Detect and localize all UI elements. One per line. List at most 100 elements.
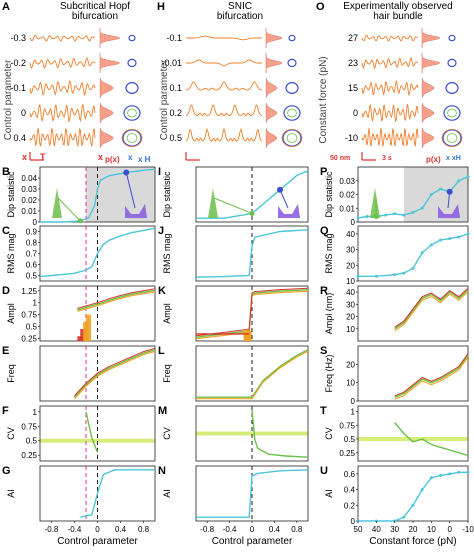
x-tick-label: 0: [250, 525, 255, 534]
ts-row-label: 23: [348, 58, 358, 68]
series-line-red: [195, 287, 309, 337]
data-point: [457, 470, 461, 474]
phase-portrait-inner: [446, 133, 458, 143]
y-tick-label: 0.6: [26, 261, 38, 270]
panel-ylabel: RMS mag: [6, 233, 16, 273]
x-tick-label: 0.4: [269, 525, 281, 534]
data-point: [429, 476, 433, 480]
col2-ts-ylabel: Control parameter: [159, 59, 170, 140]
series-line-orange: [394, 356, 469, 400]
ampl-bar: [243, 330, 252, 341]
phase-portrait: [125, 81, 139, 94]
series-line-orange: [74, 350, 156, 400]
pdf-histogram: [99, 28, 121, 48]
phase-portrait: [122, 129, 142, 147]
y-tick-label: 0: [351, 397, 356, 406]
y-tick-label: 1: [351, 408, 356, 417]
panel-frame: [357, 285, 469, 342]
marker-connector: [447, 191, 451, 209]
data-point: [439, 473, 442, 477]
y-tick-label: 0.25: [21, 451, 37, 460]
data-point: [393, 212, 397, 216]
col2-timeseries: -0.1 -0.01 0.1 0.2 0.5: [161, 28, 303, 161]
panel-ylabel: Dip statistic: [324, 171, 334, 218]
x-axis-label: Control parameter: [212, 536, 293, 547]
unimodal-inset: [52, 188, 62, 218]
panel-frame: [357, 405, 469, 462]
scale-label-3s: 3 s: [382, 155, 392, 162]
marker-connector: [57, 197, 81, 222]
pdf-histogram: [265, 127, 278, 149]
ampl-bar: [86, 314, 91, 341]
data-point: [402, 271, 406, 275]
pdf-histogram: [421, 127, 435, 149]
x-tick-label: -0.4: [68, 525, 82, 534]
data-point: [457, 235, 461, 239]
x-tick-label: -0.4: [223, 525, 237, 534]
y-tick-label: 0: [33, 218, 38, 227]
scale-label-x: x: [22, 152, 27, 162]
series-line: [80, 469, 155, 518]
col3-ts-ylabel: Constant force (pN): [318, 56, 329, 143]
panel-D: D Ampl 0.25 0.5 0.75 1 1.25: [2, 285, 156, 344]
scale-label-xh: x xH: [446, 155, 461, 162]
y-tick-label: 0.02: [339, 191, 355, 200]
timeseries-trace: [186, 59, 262, 67]
panel-ylabel: Freq: [6, 364, 16, 383]
series-line: [251, 409, 309, 458]
col1-title-2: bifurcation: [72, 11, 118, 22]
series-line: [394, 289, 469, 330]
bimodal-inset: [278, 204, 300, 218]
x-axis-label: Constant force (pN): [369, 536, 456, 547]
y-tick-label: 20: [346, 313, 355, 322]
timeseries-trace: [361, 56, 419, 70]
phase-portrait: [443, 105, 461, 121]
pdf-histogram: [421, 102, 435, 124]
x-tick-label: 50: [354, 525, 363, 534]
y-tick-label: 1.25: [21, 287, 37, 296]
x-tick-label: 0.8: [138, 525, 150, 534]
col1-ts-ylabel: Control parameter: [3, 59, 14, 140]
data-point: [457, 179, 461, 183]
data-point: [411, 503, 415, 507]
bimodal-inset: [438, 204, 460, 218]
ampl-bar: [77, 336, 83, 341]
scale-label-x3: x: [128, 153, 133, 162]
data-point: [448, 237, 452, 241]
data-point: [393, 273, 397, 277]
timeseries-trace: [361, 79, 419, 97]
phase-portrait-inner: [126, 133, 138, 143]
pdf-histogram: [99, 127, 114, 149]
panel-ylabel: AI: [324, 489, 334, 498]
y-tick-label: 20: [346, 261, 355, 270]
col3-letter: O: [316, 1, 325, 13]
x-tick-label: -10: [462, 525, 474, 534]
pdf-histogram: [99, 53, 121, 73]
ts-row-label: 0.5: [169, 133, 182, 143]
scale-label-t: T: [40, 152, 46, 162]
phase-portrait: [285, 81, 299, 94]
timeseries-trace: [186, 35, 262, 41]
y-tick-label: 0.01: [339, 204, 355, 213]
phase-portrait: [282, 129, 302, 147]
ts-row-label: 0: [353, 108, 358, 118]
col2-title-2: bifurcation: [217, 11, 263, 22]
col2-title-1: SNIC: [228, 1, 252, 12]
y-tick-label: 0.03: [339, 177, 355, 186]
data-point: [466, 232, 470, 236]
x-tick-label: -0.8: [45, 525, 59, 534]
pdf-histogram: [421, 53, 441, 73]
unimodal-inset: [208, 188, 218, 218]
scale-label-x2: x: [98, 152, 103, 162]
panel-ylabel: RMS mag: [324, 233, 334, 273]
panel-letter: J: [158, 225, 164, 237]
pdf-histogram: [265, 28, 283, 48]
panel-U: U AI 0 0.2 0.4 0.6 50 40 30 20 10 0 -10 Constant forc…: [320, 465, 474, 547]
y-tick-label: 30: [346, 300, 355, 309]
panel-T: T CV 0.25 0.5 0.75 1: [320, 405, 469, 462]
series-line: [196, 170, 309, 219]
col2-letter: H: [157, 1, 165, 13]
